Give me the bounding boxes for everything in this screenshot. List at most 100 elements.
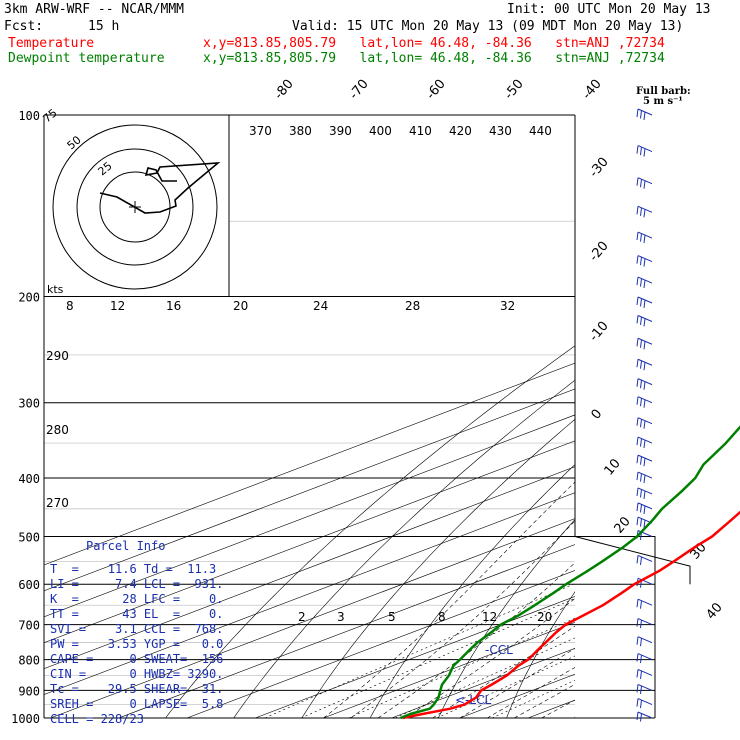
theta-label: 430	[489, 124, 512, 138]
wind-barb-feather	[636, 177, 639, 186]
wind-barbs	[636, 108, 653, 722]
moist-adiabat-line	[514, 683, 575, 718]
isotherm-label: -40	[580, 77, 605, 103]
wind-barb-feather	[640, 419, 642, 428]
wind-barb	[636, 598, 653, 609]
isotherm-label: 0	[589, 407, 606, 423]
parcel-row: LI = 7.4 LCL = 931.	[50, 577, 224, 591]
wind-barb	[636, 653, 653, 664]
wind-barb-staff	[637, 598, 653, 606]
wind-barb-feather	[636, 417, 639, 426]
wind-barb-feather	[640, 360, 642, 369]
series-layer	[400, 425, 740, 720]
wind-barb-feather	[643, 440, 646, 449]
side-theta-label: 280	[46, 423, 69, 437]
wind-barb-feather	[640, 456, 642, 465]
isotherm-line	[664, 115, 740, 718]
theta-label: 410	[409, 124, 432, 138]
wind-barb-feather	[636, 487, 639, 496]
wind-barb	[636, 108, 653, 121]
isotherm-line	[733, 115, 740, 718]
wind-barb-feather	[636, 315, 639, 324]
wind-barb	[636, 177, 653, 189]
wind-barb-feather	[640, 339, 642, 348]
wind-barb	[636, 502, 653, 514]
fcst-label: Fcst:	[4, 19, 44, 34]
wind-barb-feather	[640, 398, 642, 407]
temperature-legend: Temperature	[8, 36, 95, 51]
parcel-row: SREH = 0 LAPSE= 5.8	[50, 697, 224, 711]
fcst-value: 15 h	[88, 19, 120, 34]
wind-barb-feather	[643, 235, 646, 244]
wind-barb	[636, 396, 653, 408]
wind-barb	[636, 471, 653, 484]
wind-barb-feather	[636, 296, 639, 306]
pressure-label: 400	[18, 472, 40, 486]
mixing-ratio-label: 20	[233, 299, 248, 313]
isotherm-line	[255, 596, 575, 718]
mixing-ratio-low-label: 8	[438, 610, 446, 624]
wind-barb-feather	[643, 111, 646, 121]
isotherm-label: -30	[587, 155, 612, 181]
wind-barb-feather	[643, 420, 646, 429]
moist-adiabat-line	[377, 562, 575, 718]
wind-barb-feather	[636, 108, 639, 118]
temperature-station-info: x,y=813.85,805.79 lat,lon= 46.48, -84.36…	[203, 36, 665, 51]
dry-adiabat-line	[643, 115, 740, 718]
wind-barb	[636, 417, 653, 429]
mixing-ratio-low-label: 5	[388, 610, 396, 624]
theta-label: 380	[289, 124, 312, 138]
pressure-label: 1000	[11, 712, 40, 726]
isotherm-line	[391, 647, 575, 718]
hodograph-ring	[76, 148, 194, 266]
parcel-row: CELL = 228/23	[50, 712, 144, 726]
dry-adiabat-line	[711, 115, 740, 718]
isotherm-line	[596, 115, 740, 718]
parcel-row: CAPE = 0 SWEAT= 156	[50, 652, 224, 666]
wind-barb	[636, 698, 653, 709]
wind-barb-feather	[636, 396, 639, 405]
wind-barb-feather	[640, 670, 642, 680]
parcel-info-panel: Parcel Info T = 11.6 Td = 11.3 LI = 7.4 …	[44, 537, 232, 729]
wind-barb	[636, 436, 653, 449]
pressure-label: 900	[18, 684, 40, 698]
wind-barb	[636, 255, 653, 267]
model-title: 3km ARW-WRF -- NCAR/MMM	[4, 2, 185, 17]
wind-barb-feather	[636, 684, 639, 693]
wind-barb	[636, 145, 653, 157]
wind-barb-staff	[637, 618, 653, 626]
isotherm-line	[323, 622, 575, 718]
wind-barb-feather	[636, 653, 639, 662]
theta-label: 420	[449, 124, 472, 138]
wind-barb-staff	[637, 653, 653, 661]
wind-barb-feather	[636, 277, 639, 286]
wind-barb-feather	[640, 655, 642, 664]
parcel-row: K = 28 LFC = 0.	[50, 592, 224, 606]
pressure-label: 500	[18, 530, 40, 544]
temperature-line	[402, 510, 740, 720]
wind-barb-feather	[636, 711, 639, 721]
wind-barb-feather	[643, 362, 646, 371]
barb-legend-units: 5 m s⁻¹	[643, 96, 683, 107]
wind-barb-staff	[637, 577, 653, 585]
parcel-row: T = 11.6 Td = 11.3	[50, 562, 217, 576]
wind-barb	[636, 358, 653, 371]
wind-barb-feather	[636, 599, 639, 608]
wind-barb-feather	[636, 206, 639, 215]
wind-barb-feather	[640, 700, 642, 709]
wind-barb-feather	[636, 437, 639, 446]
ccl-label: -CCL	[485, 643, 513, 657]
theta-label: 370	[249, 124, 272, 138]
wind-barb-feather	[640, 473, 642, 482]
isotherm-label: -20	[587, 239, 612, 265]
wind-barb-feather	[640, 438, 642, 447]
wind-barb-feather	[636, 555, 639, 564]
parcel-row: CIN = 0 HWBZ= 3290.	[50, 667, 224, 681]
frame-side-ext	[574, 535, 691, 585]
wind-barb	[636, 487, 653, 499]
wind-barb-feather	[643, 148, 646, 157]
wind-barb-feather	[643, 458, 646, 467]
wind-barb	[636, 683, 653, 694]
mixing-ratio-line	[264, 583, 574, 718]
